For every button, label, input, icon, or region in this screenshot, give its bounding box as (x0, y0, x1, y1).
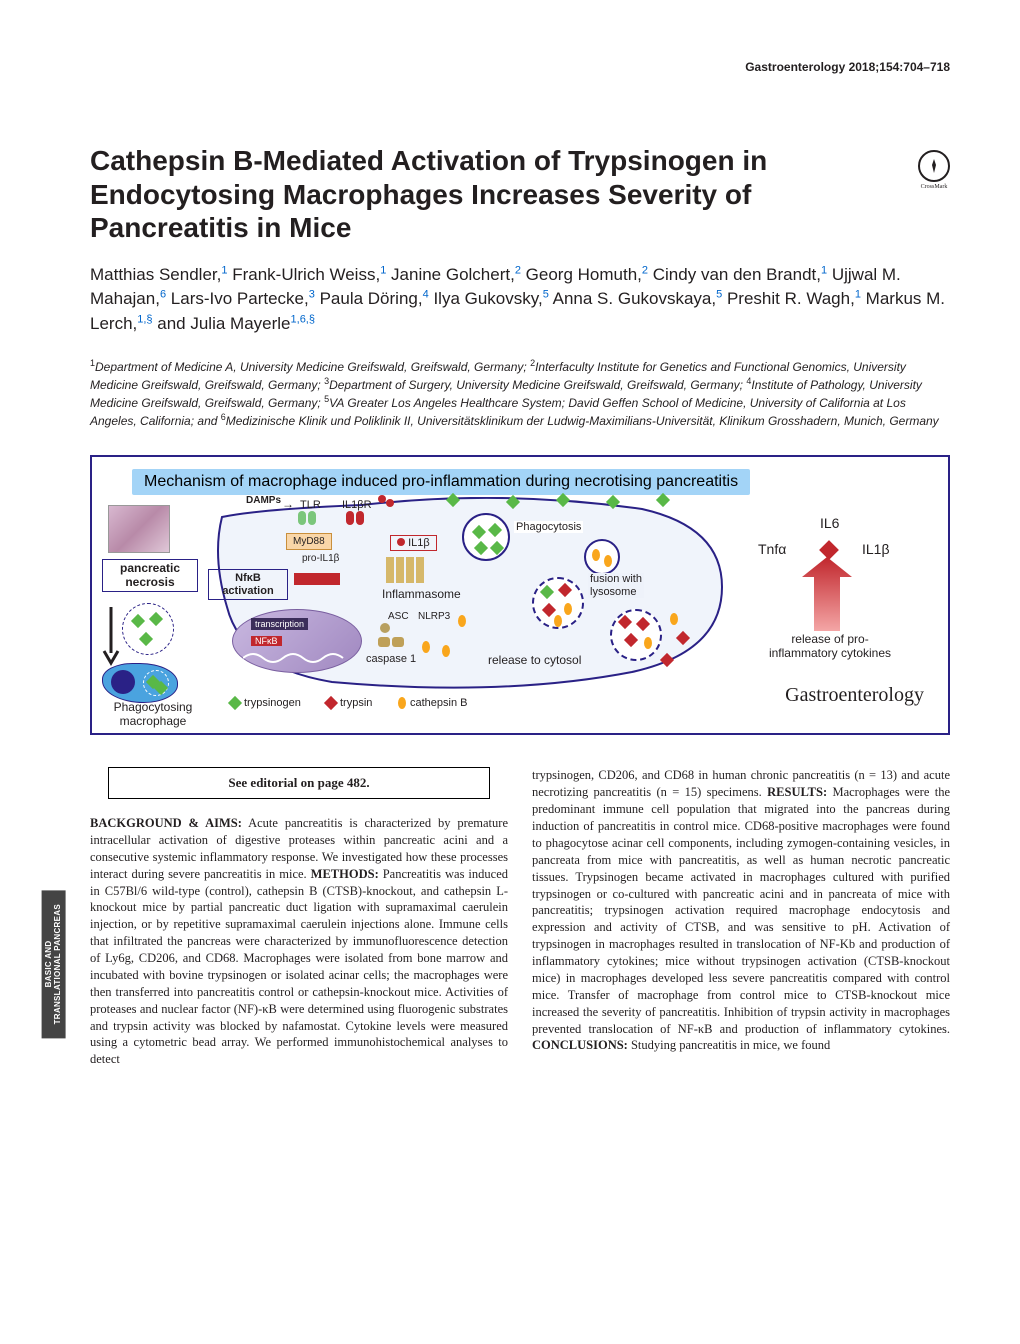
label-pro-il1b: pro-IL1β (302, 553, 339, 564)
label-nfkb-activation: NfκBactivation (208, 569, 288, 599)
label-nlrp3: NLRP3 (418, 611, 450, 622)
figure-body: pancreaticnecrosis Phagocytosingmacropha… (102, 495, 938, 715)
il1b-box: IL1β (390, 535, 437, 551)
graphical-abstract: Mechanism of macrophage induced pro-infl… (90, 455, 950, 735)
label-inflammasome: Inflammasome (382, 587, 461, 601)
abstract-col-left: See editorial on page 482. BACKGROUND & … (90, 767, 508, 1068)
inflammasome-icon (386, 557, 424, 583)
article-title: Cathepsin B-Mediated Activation of Tryps… (90, 144, 908, 245)
up-arrow-icon (802, 557, 852, 631)
label-il1b-right: IL1β (862, 541, 890, 557)
label-phagocytosis: Phagocytosis (514, 521, 583, 533)
il1br-receptor-icon (346, 511, 364, 528)
label-nfkb: NFκB (251, 636, 282, 646)
caspase-icon (378, 637, 404, 647)
side-tab: BASIC ANDTRANSLATIONAL PANCREAS (42, 890, 66, 1038)
arrow-icon: → (282, 497, 294, 511)
label-caspase1: caspase 1 (366, 653, 416, 665)
figure-title: Mechanism of macrophage induced pro-infl… (132, 469, 750, 495)
crossmark-icon (918, 150, 950, 182)
necrosis-histology-icon (108, 505, 170, 553)
affiliations: 1Department of Medicine A, University Me… (90, 357, 950, 430)
crossmark-badge[interactable]: CrossMark (918, 144, 950, 190)
legend-trypsinogen: trypsinogen (230, 697, 301, 709)
abstract-columns: See editorial on page 482. BACKGROUND & … (90, 767, 950, 1068)
nucleus-icon: transcription NFκB (232, 609, 362, 673)
background-head: BACKGROUND & AIMS: (90, 816, 242, 830)
label-il1b: IL1β (408, 537, 430, 549)
results-text: Macrophages were the predominant immune … (532, 785, 950, 1035)
label-transcription: transcription (251, 618, 308, 630)
journal-watermark: Gastroenterology (785, 684, 924, 707)
label-pancreatic-necrosis: pancreaticnecrosis (102, 559, 198, 591)
authors-list: Matthias Sendler,1 Frank-Ulrich Weiss,1 … (90, 263, 950, 337)
macrophage-cell-icon (102, 663, 178, 703)
legend-cathepsinb: cathepsin B (398, 697, 467, 709)
tlr-receptor-icon (298, 511, 316, 528)
crossmark-label: CrossMark (918, 184, 950, 190)
abstract-col-right: trypsinogen, CD206, and CD68 in human ch… (532, 767, 950, 1068)
abstract-text-left: BACKGROUND & AIMS: Acute pancreatitis is… (90, 815, 508, 1068)
label-asc: ASC (388, 611, 409, 622)
label-release-cytosol: release to cytosol (488, 653, 581, 667)
label-tnfa: Tnfα (758, 541, 786, 557)
label-tlr: TLR (300, 499, 321, 511)
label-damps: DAMPs (246, 495, 281, 506)
myd88-box: MyD88 (286, 533, 332, 550)
journal-citation: Gastroenterology 2018;154:704–718 (90, 60, 950, 74)
conclusions-text: Studying pancreatitis in mice, we found (628, 1038, 830, 1052)
conclusions-head: CONCLUSIONS: (532, 1038, 628, 1052)
necrosis-vesicle-icon (122, 603, 174, 655)
label-release-pro: release of pro-inflammatory cytokines (750, 633, 910, 659)
editorial-box: See editorial on page 482. (108, 767, 490, 799)
label-il6: IL6 (820, 515, 839, 531)
nfkb-red-bar (294, 573, 340, 585)
results-head: RESULTS: (767, 785, 827, 799)
down-arrow-icon (102, 607, 120, 667)
methods-head: METHODS: (311, 867, 379, 881)
methods-text: Pancreatitis was induced in C57Bl/6 wild… (90, 867, 508, 1067)
legend-trypsin: trypsin (326, 697, 372, 709)
abstract-text-right: trypsinogen, CD206, and CD68 in human ch… (532, 767, 950, 1054)
label-fusion-lysosome: fusion withlysosome (588, 573, 644, 597)
label-phagocytosing-macrophage: Phagocytosingmacrophage (98, 701, 208, 727)
label-il1br: IL1βR (342, 499, 372, 511)
